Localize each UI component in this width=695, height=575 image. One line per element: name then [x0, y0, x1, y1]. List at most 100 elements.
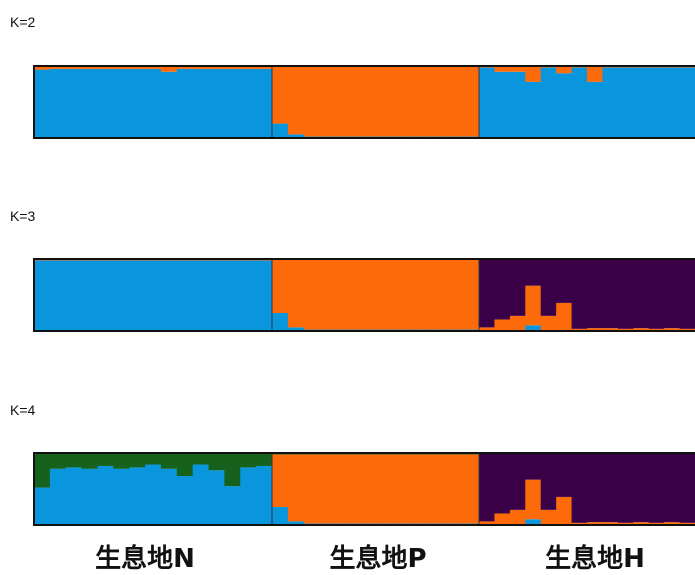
bar-k3-ind41-c2: [679, 259, 695, 329]
bar-k3-ind37-c2: [617, 259, 634, 329]
bar-k4-ind1-c3: [49, 453, 67, 469]
bar-k4-ind37-c1: [617, 522, 634, 525]
bar-k3-ind21-c1: [367, 259, 385, 330]
bar-k4-ind14-c3: [256, 453, 273, 466]
bar-k2-ind8-c1: [160, 66, 178, 72]
bar-k3-ind27-c1: [463, 259, 480, 330]
bar-k3-ind3-c0: [81, 260, 99, 331]
bar-k4-ind17-c1: [303, 454, 321, 524]
bar-k4-ind9-c0: [176, 476, 194, 525]
bar-k4-ind36-c2: [602, 453, 619, 523]
bar-k3-ind29-c2: [494, 259, 511, 320]
bar-k4-ind4-c0: [97, 465, 114, 525]
bar-k4-ind40-c1: [664, 522, 681, 525]
bar-k2-ind16-c1: [287, 66, 305, 135]
bar-k3-ind30-c2: [509, 259, 526, 316]
bar-k3-ind11-c0: [208, 260, 225, 331]
bar-k2-ind0-c0: [34, 69, 51, 138]
panel-frame-k4: [33, 452, 695, 526]
bar-k2-ind2-c1: [65, 66, 83, 69]
bar-k4-ind24-c1: [415, 454, 432, 524]
bar-k3-ind16-c0: [287, 327, 305, 331]
bar-k3-ind12-c0: [224, 260, 241, 331]
bar-k3-ind40-c1: [664, 328, 681, 331]
bar-k4-ind25-c1: [431, 454, 448, 524]
bar-k4-ind39-c1: [648, 522, 665, 525]
bar-k3-ind29-c1: [494, 319, 511, 331]
bar-k3-ind35-c2: [587, 259, 604, 329]
bar-k3-ind17-c1: [303, 259, 321, 330]
bar-k4-ind32-c1: [540, 509, 557, 525]
bar-k4-ind30-c2: [509, 453, 526, 510]
bar-k3-ind31-c1: [525, 285, 542, 326]
bar-k3-ind22-c1: [383, 259, 400, 330]
bar-k3-ind34-c1: [571, 328, 588, 331]
bar-k2-ind33-c1: [556, 66, 573, 74]
bar-k3-ind18-c1: [319, 259, 337, 330]
panel-frame-k2: [33, 65, 695, 139]
group-label-n: 生息地N: [95, 544, 195, 574]
bar-k4-ind41-c2: [679, 453, 695, 523]
group-label-p: 生息地P: [329, 544, 427, 574]
bar-k4-ind34-c1: [571, 522, 588, 525]
bar-k2-ind14-c1: [256, 66, 273, 69]
bar-k3-ind9-c0: [176, 260, 194, 331]
bar-k4-ind2-c0: [65, 467, 83, 525]
bar-k4-ind34-c2: [571, 453, 588, 523]
bar-k2-ind6-c0: [129, 68, 146, 138]
bar-k2-ind13-c0: [240, 68, 257, 138]
bar-k2-ind13-c1: [240, 66, 257, 69]
bar-k2-ind36-c0: [602, 67, 619, 138]
bar-k2-ind10-c1: [192, 66, 210, 69]
bar-k2-ind29-c1: [494, 66, 511, 72]
bar-k3-ind26-c1: [447, 259, 464, 330]
bar-k4-ind0-c0: [34, 487, 51, 525]
bar-k4-ind8-c3: [160, 453, 178, 469]
bar-k4-ind13-c0: [240, 467, 257, 525]
bar-k4-ind10-c0: [192, 464, 210, 525]
bar-k4-ind38-c2: [633, 453, 650, 523]
bar-k2-ind33-c0: [556, 73, 573, 138]
bar-k3-ind36-c2: [602, 259, 619, 329]
panel-title-k3: K=3: [10, 208, 36, 224]
bar-k2-ind16-c0: [287, 134, 305, 138]
bar-k3-ind4-c0: [97, 260, 114, 331]
bar-k2-ind35-c0: [587, 81, 604, 138]
bar-k3-ind14-c0: [256, 260, 273, 331]
bar-k3-ind36-c1: [602, 328, 619, 331]
bar-k4-ind33-c1: [556, 496, 573, 525]
bar-k3-ind39-c1: [648, 328, 665, 331]
bar-k2-ind17-c1: [303, 66, 321, 137]
bar-k4-ind33-c2: [556, 453, 573, 497]
panel-title-k2: K=2: [10, 14, 36, 30]
bar-k3-ind38-c2: [633, 259, 650, 329]
bar-k3-ind35-c1: [587, 328, 604, 331]
bar-k3-ind25-c1: [431, 259, 448, 330]
bar-k2-ind39-c0: [648, 67, 665, 138]
bar-k4-ind15-c1: [272, 454, 289, 507]
bar-k3-ind31-c2: [525, 259, 542, 286]
bar-k2-ind22-c1: [383, 66, 400, 137]
bar-k2-ind26-c1: [447, 66, 464, 137]
bar-k2-ind11-c0: [208, 68, 225, 138]
bar-k3-ind15-c1: [272, 259, 289, 313]
bar-k4-ind2-c3: [65, 453, 83, 468]
bar-k4-ind38-c1: [633, 522, 650, 525]
bar-k3-ind31-c0: [525, 325, 542, 331]
bar-k2-ind11-c1: [208, 66, 225, 69]
bar-k2-ind10-c0: [192, 68, 210, 138]
bar-k2-ind28-c0: [479, 67, 496, 138]
bar-k3-ind39-c2: [648, 259, 665, 329]
bar-k4-ind26-c1: [447, 454, 464, 524]
bar-k2-ind9-c1: [176, 66, 194, 69]
bar-k2-ind20-c1: [351, 66, 369, 137]
bar-k3-ind1-c0: [49, 260, 67, 331]
bar-k3-ind7-c0: [145, 260, 162, 331]
bar-k3-ind2-c0: [65, 260, 83, 331]
bar-k2-ind1-c0: [49, 68, 67, 138]
bar-k3-ind32-c2: [540, 259, 557, 316]
bar-k2-ind7-c0: [145, 68, 162, 138]
bar-k2-ind4-c1: [97, 66, 114, 69]
bar-k4-ind31-c0: [525, 519, 542, 525]
bar-k4-ind7-c3: [145, 453, 162, 465]
